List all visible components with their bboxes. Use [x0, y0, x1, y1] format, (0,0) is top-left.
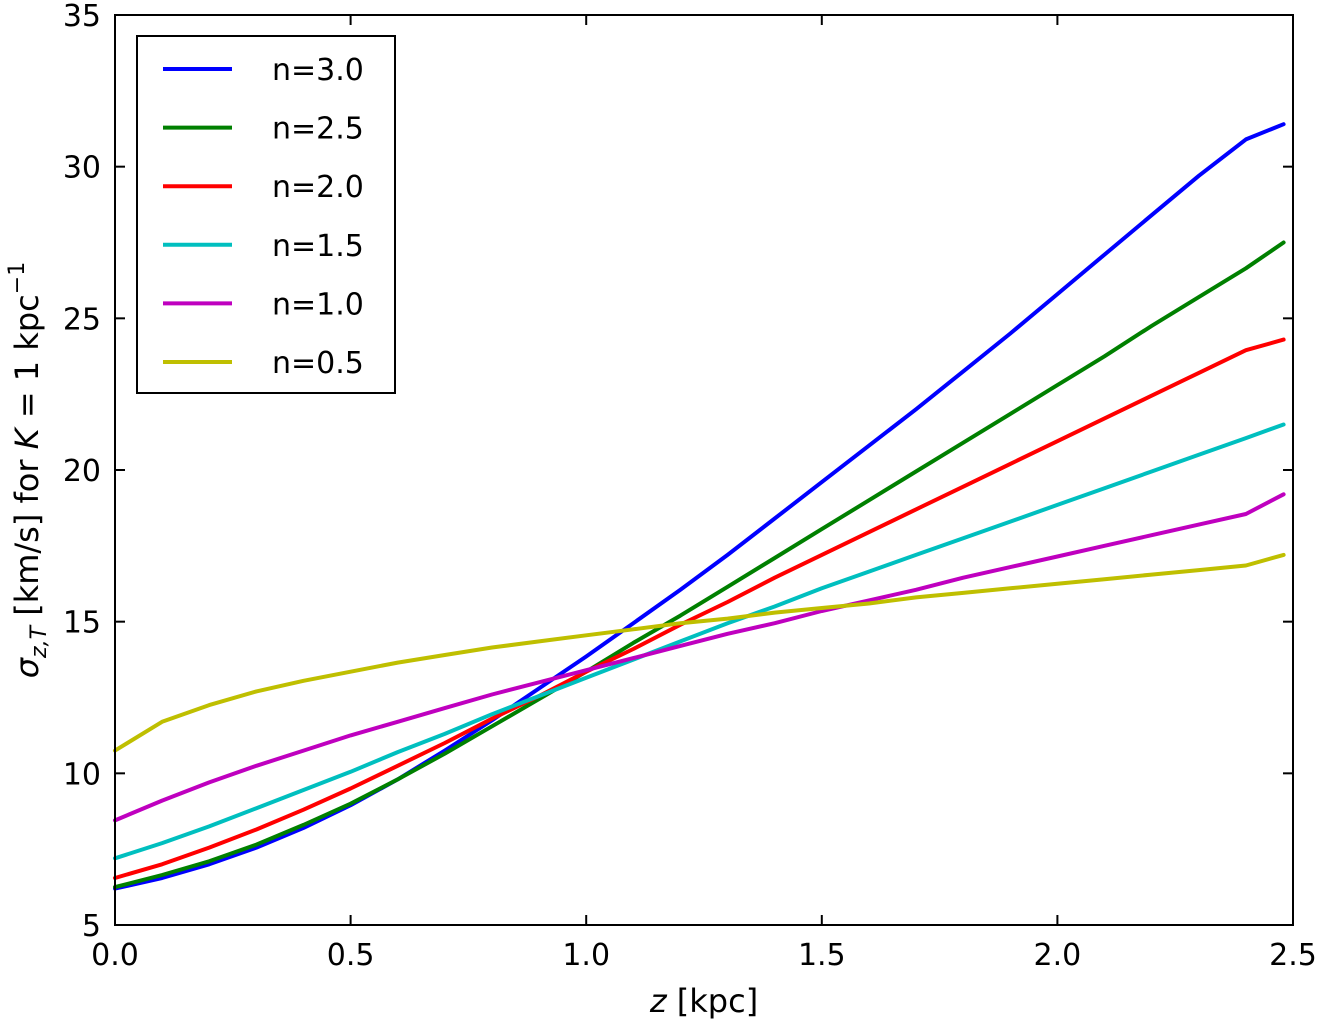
x-tick-label: 1.5	[798, 938, 846, 973]
y-tick-label: 25	[63, 302, 101, 337]
y-axis-title-sigma: σ	[8, 656, 46, 678]
y-axis-title-equals: = 1 kpc	[8, 294, 46, 428]
y-tick-label: 5	[82, 909, 101, 944]
x-axis-title: z [kpc]	[649, 982, 758, 1020]
y-axis-title-units: [km/s] for	[8, 449, 46, 626]
legend-label: n=1.5	[272, 229, 364, 264]
legend-label: n=3.0	[272, 53, 364, 88]
legend: n=3.0 n=2.5 n=2.0 n=1.5 n=1.0 n=0.5	[136, 35, 396, 394]
y-tick-label: 20	[63, 454, 101, 489]
y-tick-label: 10	[63, 757, 101, 792]
series-line-2	[113, 240, 1286, 890]
y-axis-ticks: 5 10 15 20 25 30 35	[63, 0, 1293, 944]
series-line-4	[113, 422, 1286, 861]
legend-label: n=1.0	[272, 287, 364, 322]
y-tick-label: 15	[63, 606, 101, 641]
series-line-6	[113, 552, 1286, 753]
x-tick-label: 2.5	[1269, 938, 1317, 973]
x-axis-ticks: 0.0 0.5 1.0 1.5 2.0 2.5	[91, 15, 1317, 973]
y-tick-label: 30	[63, 151, 101, 186]
x-tick-label: 0.5	[327, 938, 375, 973]
y-axis-title-subscript: z,T	[27, 624, 52, 659]
legend-label: n=0.5	[272, 346, 364, 381]
series-lines	[113, 122, 1286, 891]
series-line-3	[113, 337, 1286, 880]
series-line-1	[113, 122, 1286, 891]
x-axis-title-var: z	[649, 982, 668, 1020]
y-axis-title-k: K	[8, 425, 46, 449]
y-axis-title: σz,T [km/s] for K = 1 kpc−1	[5, 262, 52, 678]
y-tick-label: 35	[63, 0, 101, 34]
y-axis-title-superscript: −1	[5, 262, 30, 294]
x-tick-label: 0.0	[91, 938, 139, 973]
x-axis-title-unit: [kpc]	[667, 982, 759, 1020]
series-line-5	[113, 492, 1286, 823]
x-tick-label: 2.0	[1034, 938, 1082, 973]
x-tick-label: 1.0	[562, 938, 610, 973]
legend-label: n=2.5	[272, 112, 364, 147]
legend-label: n=2.0	[272, 170, 364, 205]
legend-box	[136, 35, 396, 394]
